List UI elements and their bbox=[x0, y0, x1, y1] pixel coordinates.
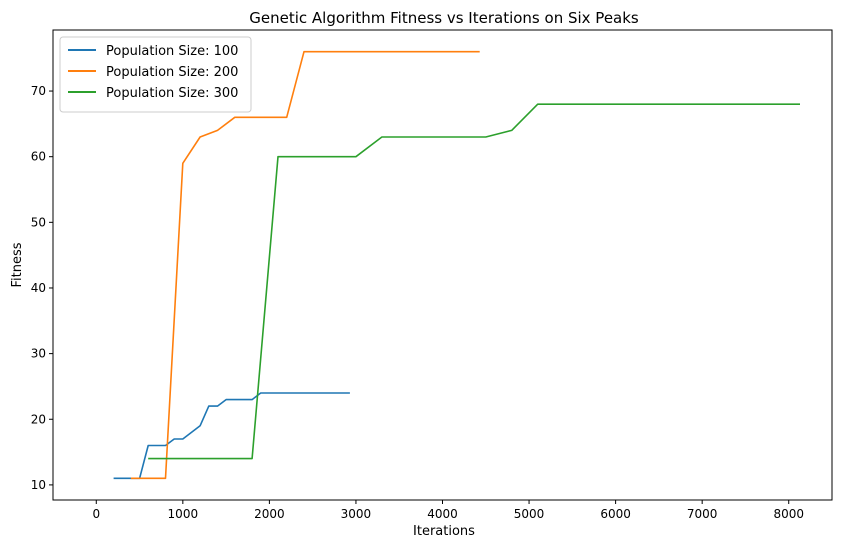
x-axis: 0 1000 2000 3000 4000 5000 6000 7000 8000 bbox=[92, 500, 804, 521]
y-tick-label: 70 bbox=[31, 84, 46, 98]
series-layer bbox=[113, 50, 800, 480]
x-tick-label: 5000 bbox=[514, 507, 545, 521]
legend: Population Size: 100 Population Size: 200… bbox=[59, 36, 252, 113]
x-tick-label: 7000 bbox=[687, 507, 718, 521]
x-tick-label: 2000 bbox=[254, 507, 285, 521]
y-tick-label: 50 bbox=[31, 215, 46, 229]
y-tick-label: 60 bbox=[31, 150, 46, 164]
legend-box bbox=[59, 36, 252, 113]
legend-label-1: Population Size: 100 bbox=[106, 44, 238, 59]
x-tick-label: 4000 bbox=[427, 507, 458, 521]
y-axis: 10 20 30 40 50 60 70 bbox=[31, 84, 53, 492]
x-tick-label: 6000 bbox=[600, 507, 631, 521]
chart-title: Genetic Algorithm Fitness vs Iterations … bbox=[249, 9, 639, 27]
x-tick-label: 0 bbox=[92, 507, 100, 521]
x-tick-label: 8000 bbox=[773, 507, 804, 521]
y-tick-label: 20 bbox=[31, 412, 46, 426]
series-line-3 bbox=[148, 103, 800, 460]
series-line-2 bbox=[130, 50, 480, 480]
y-tick-label: 40 bbox=[31, 281, 46, 295]
legend-label-3: Population Size: 300 bbox=[106, 86, 238, 101]
x-axis-title: Iterations bbox=[413, 524, 475, 539]
series-line-1 bbox=[113, 392, 350, 480]
x-tick-label: 3000 bbox=[341, 507, 372, 521]
y-tick-label: 30 bbox=[31, 347, 46, 361]
x-tick-label: 1000 bbox=[168, 507, 199, 521]
y-axis-title: Fitness bbox=[10, 242, 25, 287]
y-tick-label: 10 bbox=[31, 478, 46, 492]
legend-label-2: Population Size: 200 bbox=[106, 65, 238, 80]
